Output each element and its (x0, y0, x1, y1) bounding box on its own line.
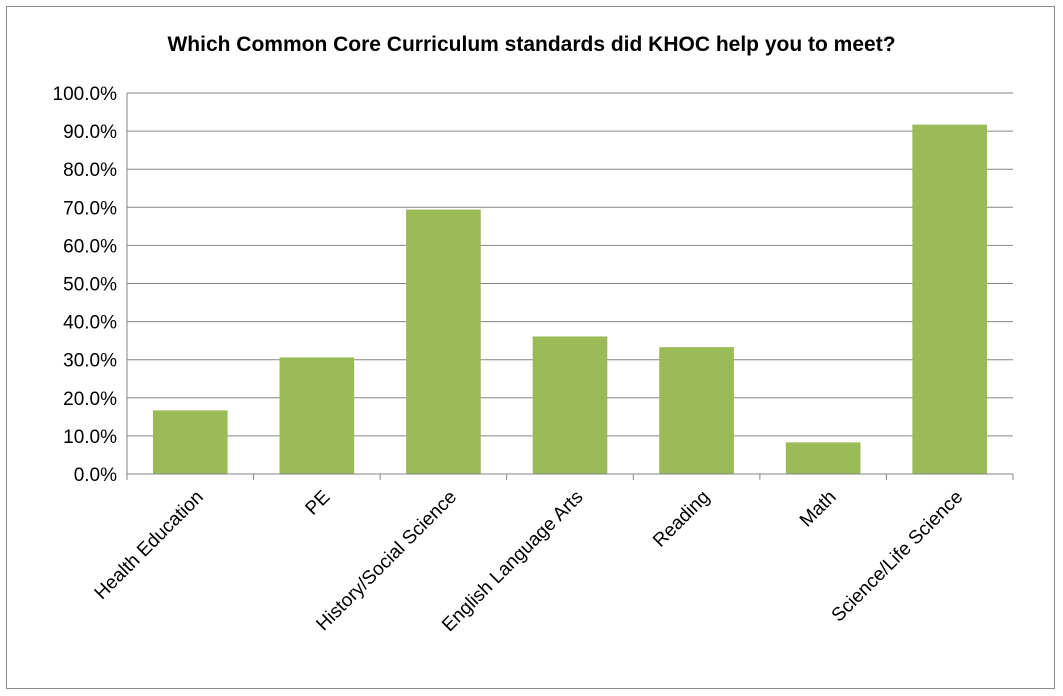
x-category-label: Health Education (91, 487, 208, 604)
bar (659, 347, 734, 474)
bar (152, 410, 228, 474)
x-category-label: Math (796, 487, 841, 532)
x-category-label: History/Social Science (312, 487, 461, 636)
y-tick-label: 40.0% (63, 313, 117, 334)
y-tick-label: 20.0% (63, 389, 117, 410)
bar (406, 209, 481, 474)
bar (785, 442, 861, 474)
y-tick-label: 10.0% (63, 427, 117, 448)
y-tick-label: 90.0% (63, 122, 117, 143)
x-category-label: English Language Arts (438, 487, 587, 636)
y-tick-label: 60.0% (63, 236, 117, 257)
y-tick-label: 80.0% (63, 160, 117, 181)
y-tick-label: 0.0% (74, 465, 117, 486)
chart-frame (6, 6, 1055, 689)
y-tick-label: 70.0% (63, 198, 117, 219)
x-category-label: Reading (649, 487, 714, 552)
y-tick-label: 100.0% (53, 84, 118, 105)
y-tick-label: 50.0% (63, 275, 117, 296)
x-category-label: PE (302, 487, 335, 520)
bar (279, 357, 355, 474)
chart-title: Which Common Core Curriculum standards d… (167, 33, 896, 56)
y-tick-label: 30.0% (63, 351, 117, 372)
bar (912, 124, 988, 475)
x-category-label: Science/Life Science (828, 487, 968, 627)
bar (532, 336, 608, 474)
